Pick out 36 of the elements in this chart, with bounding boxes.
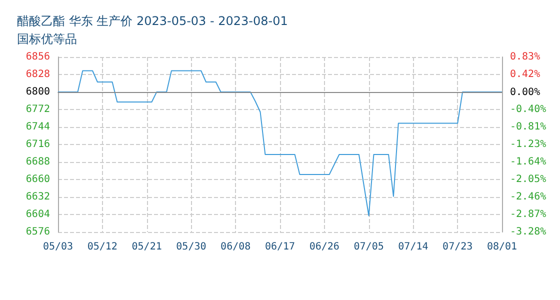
line-series — [58, 70, 502, 216]
x-tick-label: 06/08 — [220, 242, 251, 252]
y-tick-label: 6800 — [26, 86, 50, 98]
y2-tick-label: -0.40% — [510, 104, 546, 115]
y-tick-label: 6856 — [26, 52, 50, 62]
y2-tick-label: -1.23% — [510, 139, 546, 150]
y2-tick-label: -2.05% — [510, 174, 546, 186]
x-tick-label: 05/21 — [132, 242, 162, 252]
y2-tick-label: 0.42% — [510, 68, 540, 80]
y2-tick-label: -1.64% — [510, 156, 546, 168]
y2-tick-label: -0.81% — [510, 121, 546, 132]
x-tick-label: 06/17 — [264, 242, 296, 252]
y2-tick-label: -2.87% — [510, 209, 546, 220]
y-tick-label: 6688 — [26, 156, 50, 168]
y2-tick-label: 0.00% — [510, 86, 540, 98]
y-tick-label: 6772 — [26, 104, 50, 115]
y-tick-label: 6604 — [26, 209, 50, 220]
x-tick-label: 05/03 — [42, 242, 74, 252]
y-tick-label: 6716 — [26, 139, 50, 150]
y2-tick-label: -3.28% — [510, 226, 546, 238]
x-tick-label: 07/05 — [354, 242, 384, 252]
x-tick-label: 07/23 — [442, 242, 473, 252]
y-tick-label: 6576 — [26, 226, 50, 238]
chart-subtitle: 国标优等品 — [17, 32, 77, 46]
y-tick-label: 6744 — [26, 122, 50, 132]
x-tick-label: 07/14 — [398, 242, 428, 252]
x-tick-label: 06/26 — [309, 242, 340, 252]
y2-tick-label: -2.46% — [510, 192, 546, 203]
y2-tick-label: 0.83% — [510, 52, 540, 62]
x-tick-label: 08/01 — [486, 242, 518, 252]
y-tick-label: 6660 — [26, 174, 50, 185]
x-tick-label: 05/12 — [87, 242, 118, 252]
x-tick-label: 05/30 — [176, 242, 206, 252]
y-tick-label: 6632 — [26, 192, 50, 202]
chart-title: 醋酸乙酯 华东 生产价 2023-05-03 - 2023-08-01 — [17, 14, 288, 28]
y-tick-label: 6828 — [26, 69, 50, 80]
